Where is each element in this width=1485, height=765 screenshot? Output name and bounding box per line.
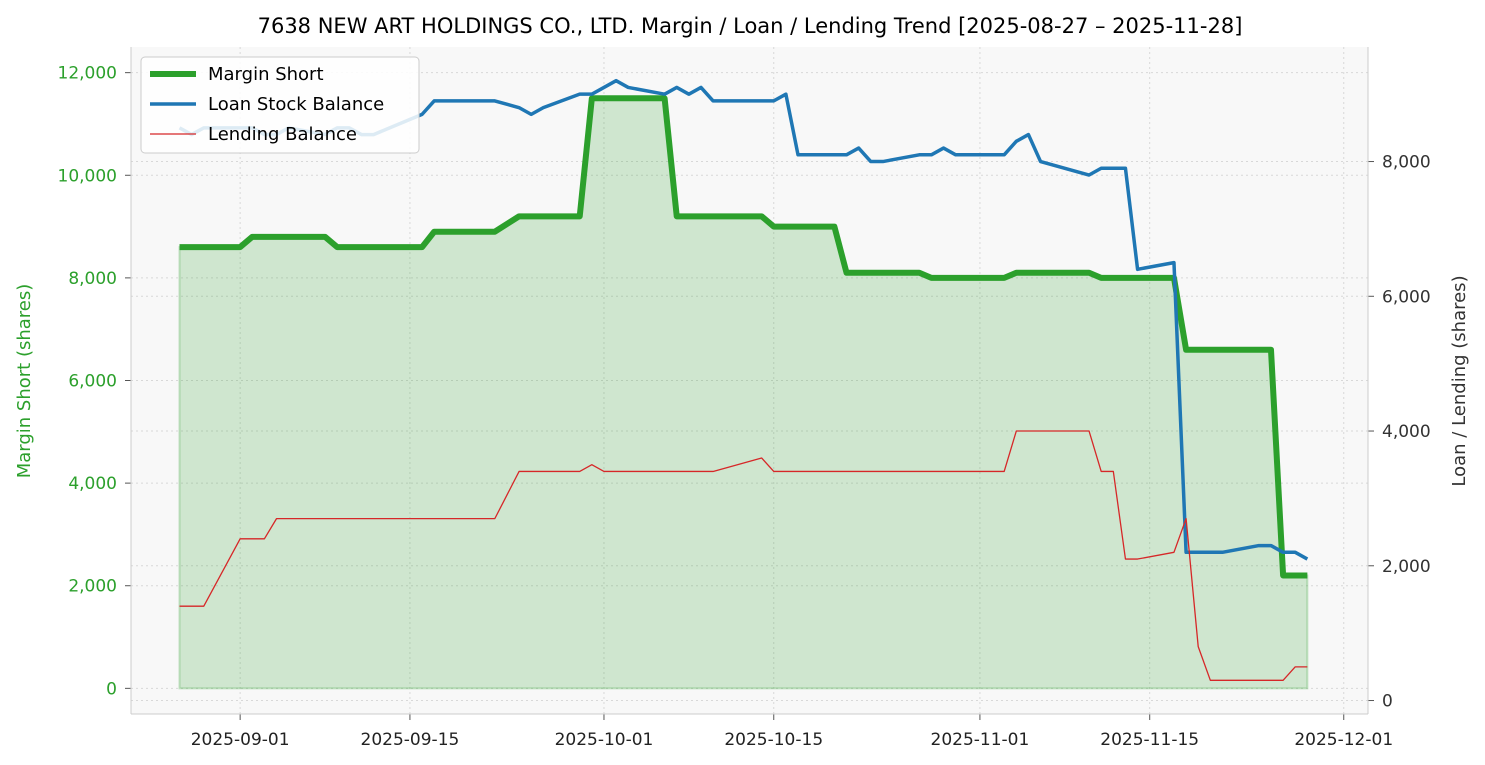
y-tick-label-left: 8,000 [68, 269, 117, 289]
x-tick-label: 2025-09-01 [191, 730, 290, 750]
y-tick-label-left: 10,000 [58, 166, 117, 186]
x-tick-label: 2025-09-15 [361, 730, 460, 750]
x-tick-label: 2025-11-01 [931, 730, 1030, 750]
y-axis-label-right: Loan / Lending (shares) [1449, 275, 1470, 486]
y-tick-label-right: 2,000 [1382, 557, 1431, 577]
x-tick-label: 2025-10-15 [724, 730, 823, 750]
y-tick-label-left: 0 [106, 679, 117, 699]
x-tick-label: 2025-12-01 [1294, 730, 1393, 750]
y-tick-label-left: 12,000 [58, 64, 117, 84]
y-tick-label-right: 0 [1382, 692, 1393, 712]
legend-box [140, 56, 420, 154]
legend-label-lending: Lending Balance [208, 124, 357, 145]
legend: Margin Short Loan Stock Balance Lending … [140, 56, 420, 154]
x-tick-label: 2025-11-15 [1100, 730, 1199, 750]
y-tick-label-left: 2,000 [68, 577, 117, 597]
x-tick-label: 2025-10-01 [555, 730, 654, 750]
legend-label-margin: Margin Short [208, 64, 324, 85]
y-tick-label-right: 8,000 [1382, 153, 1431, 173]
y-tick-label-left: 4,000 [68, 474, 117, 494]
axis-layer: 2025-09-01 2025-09-15 2025-10-01 2025-10-15… [58, 47, 1431, 750]
y-axis-label-left: Margin Short (shares) [14, 284, 35, 479]
y-tick-label-right: 6,000 [1382, 287, 1431, 307]
chart-title: 7638 NEW ART HOLDINGS CO., LTD. Margin /… [258, 14, 1243, 38]
grid-layer [131, 47, 1368, 714]
legend-label-loan: Loan Stock Balance [208, 94, 384, 115]
y-tick-label-left: 6,000 [68, 372, 117, 392]
y-tick-label-right: 4,000 [1382, 422, 1431, 442]
